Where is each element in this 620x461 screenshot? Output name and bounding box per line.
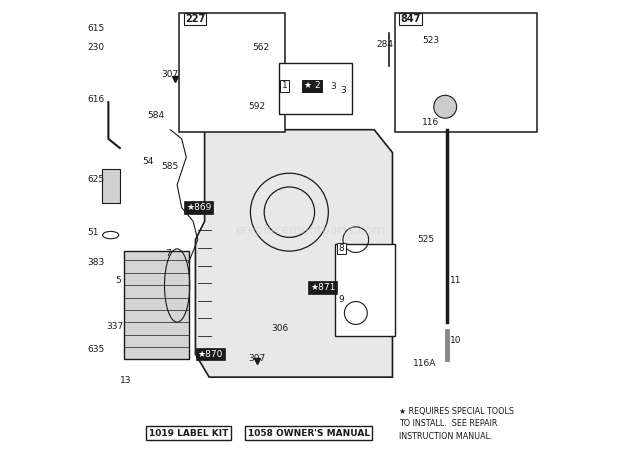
Text: 5: 5 — [115, 276, 121, 285]
Text: 13: 13 — [120, 376, 131, 384]
Text: 523: 523 — [422, 35, 440, 45]
Text: 11: 11 — [450, 276, 461, 285]
Text: 1019 LABEL KIT: 1019 LABEL KIT — [149, 429, 228, 437]
Polygon shape — [125, 251, 188, 359]
Bar — [102, 169, 120, 203]
Text: ★870: ★870 — [198, 349, 223, 359]
Text: 227: 227 — [185, 14, 205, 24]
Text: 3: 3 — [330, 83, 337, 91]
Text: 284: 284 — [376, 40, 394, 49]
Text: 9: 9 — [339, 295, 344, 303]
Text: 116A: 116A — [413, 359, 436, 368]
Text: 307: 307 — [161, 70, 179, 79]
Bar — [179, 13, 285, 132]
Text: 1: 1 — [281, 82, 287, 90]
Text: 615: 615 — [88, 24, 105, 33]
Text: 230: 230 — [88, 42, 105, 52]
Text: 584: 584 — [148, 111, 164, 120]
Text: 7: 7 — [166, 248, 171, 258]
Text: 562: 562 — [253, 42, 270, 52]
Circle shape — [434, 95, 457, 118]
Text: ereplacementparts.com: ereplacementparts.com — [235, 224, 385, 237]
Text: 51: 51 — [88, 228, 99, 237]
Text: 54: 54 — [143, 157, 154, 166]
Text: 625: 625 — [88, 175, 105, 184]
Text: 525: 525 — [418, 235, 435, 244]
Text: 383: 383 — [88, 258, 105, 267]
Bar — [279, 63, 352, 114]
Bar — [395, 13, 537, 132]
Text: 306: 306 — [271, 324, 288, 333]
Text: 1058 OWNER'S MANUAL: 1058 OWNER'S MANUAL — [247, 429, 370, 437]
Text: 847: 847 — [401, 14, 420, 24]
Text: 337: 337 — [106, 322, 123, 331]
Text: ★ REQUIRES SPECIAL TOOLS
TO INSTALL.  SEE REPAIR
INSTRUCTION MANUAL.: ★ REQUIRES SPECIAL TOOLS TO INSTALL. SEE… — [399, 407, 515, 441]
Text: 635: 635 — [88, 345, 105, 354]
Text: ★869: ★869 — [186, 203, 211, 212]
Text: 585: 585 — [161, 162, 179, 171]
Text: 3: 3 — [340, 86, 345, 95]
Text: 616: 616 — [88, 95, 105, 104]
Text: 116: 116 — [422, 118, 440, 127]
Bar — [335, 244, 395, 336]
Text: 10: 10 — [450, 336, 461, 345]
Polygon shape — [195, 130, 392, 377]
Text: 592: 592 — [248, 102, 265, 111]
Text: ★871: ★871 — [310, 283, 335, 292]
Text: 8: 8 — [339, 244, 344, 253]
Text: 307: 307 — [248, 354, 265, 363]
Text: ★ 2: ★ 2 — [304, 82, 320, 90]
